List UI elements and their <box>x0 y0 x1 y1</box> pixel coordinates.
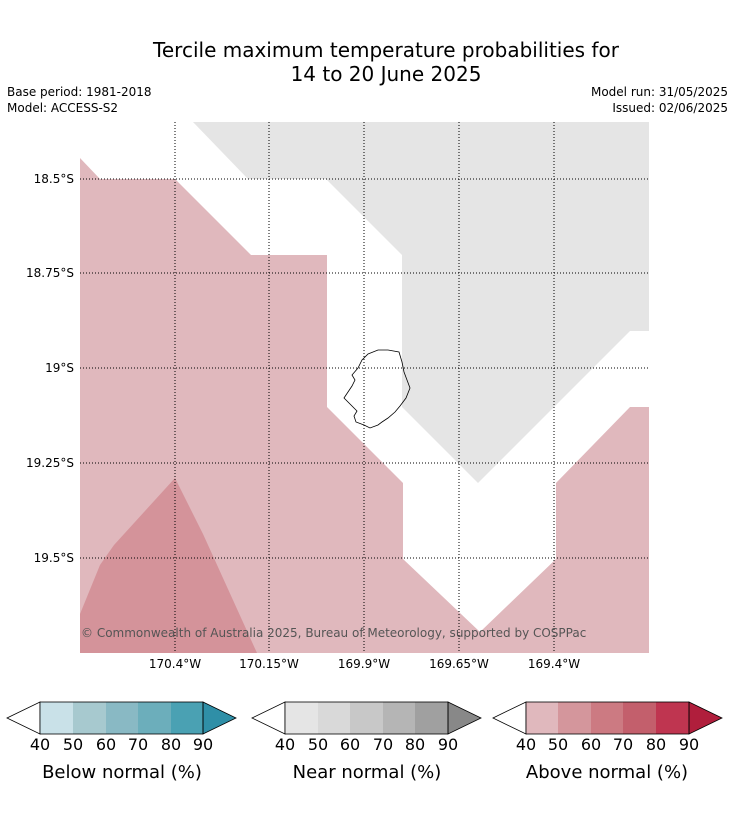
lat-label: 19.5°S <box>33 551 74 565</box>
model-run: Model run: 31/05/2025 <box>590 85 728 99</box>
colorbar-below-outline <box>39 701 204 735</box>
colorbar-above-bin <box>526 702 558 734</box>
colorbar-below-bin <box>138 702 171 734</box>
colorbar-below-tick: 40 <box>29 735 51 754</box>
colorbar-above-bin <box>558 702 591 734</box>
colorbar-below-tick: 70 <box>127 735 149 754</box>
colorbar-above-outline <box>525 701 690 735</box>
colorbar-near-tick: 70 <box>372 735 394 754</box>
colorbar-near-max-arrow <box>447 701 482 735</box>
colorbar-below-max-arrow <box>202 701 237 735</box>
colorbar-near-bin <box>415 702 448 734</box>
issued-date: Issued: 02/06/2025 <box>612 101 728 115</box>
colorbar-near-bin <box>350 702 383 734</box>
colorbar-below-bin <box>106 702 138 734</box>
colorbar-near-tick: 40 <box>274 735 296 754</box>
meta-left: Base period: 1981-2018 Model: ACCESS-S2 <box>7 84 152 116</box>
colorbar-near-bin <box>318 702 350 734</box>
colorbar-above-min-arrow <box>492 701 527 735</box>
colorbar-near-tick: 50 <box>307 735 329 754</box>
colorbar-below-bin <box>171 702 203 734</box>
map-title-line1: Tercile maximum temperature probabilitie… <box>153 38 619 62</box>
above-normal-region-darker <box>80 478 257 653</box>
map-title: Tercile maximum temperature probabilitie… <box>0 38 736 86</box>
colorbar-above-tick: 50 <box>547 735 569 754</box>
colorbar-near-bin <box>285 702 318 734</box>
colorbar-above <box>492 701 723 735</box>
colorbar-below-tick: 80 <box>160 735 182 754</box>
lat-label: 19.25°S <box>26 456 74 470</box>
colorbar-below-title: Below normal (%) <box>42 762 202 783</box>
colorbar-near-bin <box>383 702 415 734</box>
colorbar-below-tick: 60 <box>95 735 117 754</box>
gridlines <box>80 122 649 653</box>
colorbar-below-min-arrow <box>6 701 41 735</box>
lon-label: 169.65°W <box>429 657 489 671</box>
lat-label: 18.5°S <box>33 172 74 186</box>
map-title-line2: 14 to 20 June 2025 <box>290 62 482 86</box>
near-normal-region <box>193 122 649 483</box>
meta-right: Model run: 31/05/2025 Issued: 02/06/2025 <box>591 84 728 116</box>
colorbar-above-tick: 90 <box>678 735 700 754</box>
colorbar-near-tick: 90 <box>437 735 459 754</box>
colorbar-below-bin <box>40 702 73 734</box>
lon-label: 170.4°W <box>148 657 202 671</box>
colorbar-below <box>6 701 237 735</box>
colorbar-above-tick: 40 <box>515 735 537 754</box>
lon-label: 170.15°W <box>239 657 299 671</box>
copyright-notice: © Commonwealth of Australia 2025, Bureau… <box>81 626 587 640</box>
island-outline <box>343 349 411 429</box>
colorbar-near-tick: 80 <box>404 735 426 754</box>
colorbar-above-tick: 80 <box>645 735 667 754</box>
colorbar-above-bin <box>591 702 623 734</box>
base-period: Base period: 1981-2018 <box>7 85 152 99</box>
colorbar-above-tick: 60 <box>580 735 602 754</box>
colorbar-near-min-arrow <box>251 701 286 735</box>
colorbar-near <box>251 701 482 735</box>
colorbar-near-outline <box>284 701 449 735</box>
model-name: Model: ACCESS-S2 <box>7 101 119 115</box>
colorbar-below-tick: 90 <box>192 735 214 754</box>
lon-label: 169.4°W <box>527 657 581 671</box>
colorbar-near-tick: 60 <box>339 735 361 754</box>
colorbar-near-title: Near normal (%) <box>292 762 442 783</box>
lon-label: 169.9°W <box>337 657 391 671</box>
colorbar-above-bin <box>656 702 689 734</box>
colorbar-above-tick: 70 <box>612 735 634 754</box>
above-normal-region-left <box>80 158 649 653</box>
colorbar-below-tick: 50 <box>62 735 84 754</box>
colorbar-above-bin <box>623 702 656 734</box>
colorbar-above-max-arrow <box>688 701 723 735</box>
lat-label: 18.75°S <box>26 266 74 280</box>
lat-label: 19°S <box>45 361 74 375</box>
colorbar-below-bin <box>73 702 106 734</box>
colorbar-above-title: Above normal (%) <box>525 762 689 783</box>
